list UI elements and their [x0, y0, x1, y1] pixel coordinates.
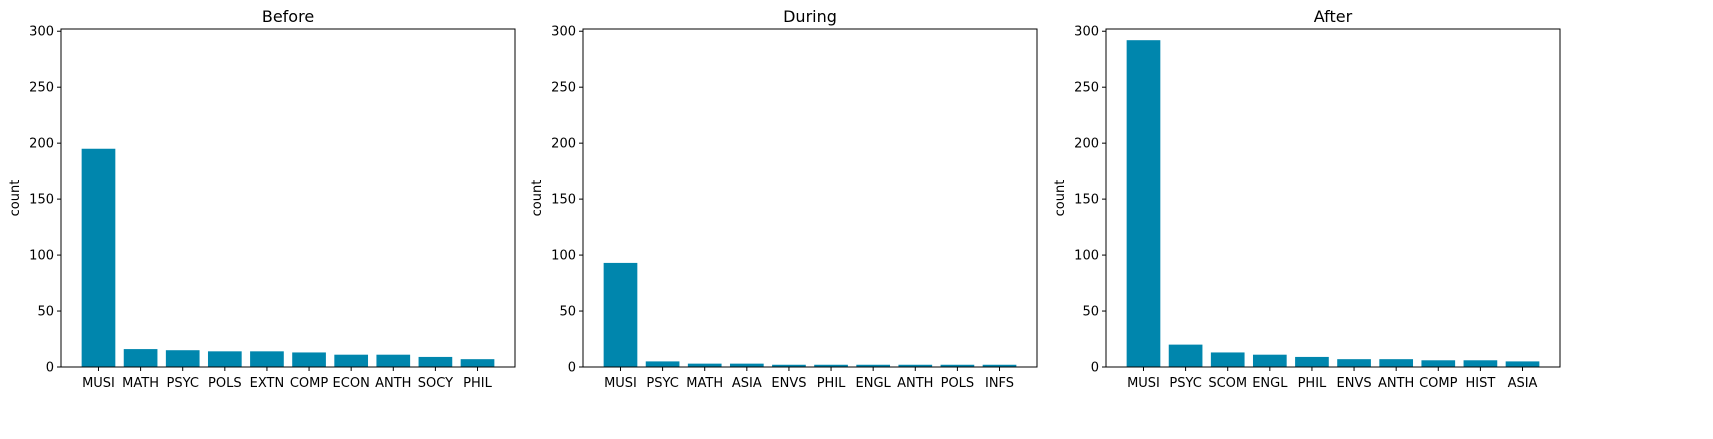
x-tick-label: MATH: [686, 376, 723, 391]
x-tick-label: POLS: [208, 376, 242, 391]
y-tick-label: 150: [551, 193, 576, 208]
y-tick-label: 300: [29, 25, 54, 40]
bar-extn: [250, 351, 284, 367]
axes-frame: [1105, 28, 1561, 368]
bar-engl: [1252, 354, 1287, 367]
y-axis-label: count: [530, 180, 545, 217]
y-axis-label: count: [1053, 180, 1068, 217]
bar-econ: [334, 354, 369, 367]
x-tick-label: ANTH: [1378, 376, 1414, 391]
bar-asia: [729, 363, 764, 367]
bar-pols: [207, 351, 242, 367]
y-tick-label: 250: [29, 81, 54, 96]
x-tick-label: ASIA: [1508, 376, 1538, 391]
y-tick-label: 250: [1074, 81, 1099, 96]
x-tick-label: ANTH: [897, 376, 933, 391]
x-tick-label: COMP: [1419, 376, 1458, 391]
x-tick-label: PHIL: [1298, 376, 1327, 391]
x-tick-label: ENGL: [856, 376, 892, 391]
bar-envs: [772, 364, 806, 367]
x-tick-label: ENVS: [771, 376, 806, 391]
bar-psyc: [1168, 344, 1203, 367]
x-tick-label: ASIA: [732, 376, 762, 391]
x-tick-label: PSYC: [167, 376, 199, 391]
y-tick-label: 200: [29, 137, 54, 152]
chart-panel-1: 0 50 100 150 200 250 300 MUSI MATH PSYC POLS EXTN CO…: [8, 7, 516, 391]
y-tick-label: 100: [551, 249, 576, 264]
x-tick-label: COMP: [290, 376, 329, 391]
bar-math: [123, 349, 158, 367]
bar-psyc: [165, 350, 200, 367]
bar-comp: [292, 352, 326, 367]
axes-frame: [582, 28, 1038, 368]
bar-musi: [1126, 40, 1161, 367]
bar-asia: [1505, 361, 1540, 367]
chart-panel-3: 0 50 100 150 200 250 300 MUSI PSYC SCOM ENGL PHIL EN…: [1053, 7, 1561, 391]
y-tick-label: 50: [1082, 305, 1099, 320]
x-tick-label: MUSI: [82, 376, 115, 391]
x-tick-label: POLS: [941, 376, 975, 391]
y-tick-label: 0: [46, 361, 54, 376]
x-tick-label: SOCY: [418, 376, 453, 391]
y-axis-label: count: [8, 180, 23, 217]
y-tick-label: 50: [37, 305, 54, 320]
bar-math: [687, 363, 722, 367]
y-tick-label: 300: [1074, 25, 1099, 40]
bar-infs: [982, 364, 1017, 367]
x-tick-label: ANTH: [375, 376, 411, 391]
x-tick-label: SCOM: [1208, 376, 1247, 391]
y-tick-label: 300: [551, 25, 576, 40]
bar-socy: [418, 356, 453, 367]
y-tick-label: 200: [1074, 137, 1099, 152]
bar-musi: [81, 148, 116, 367]
y-tick-label: 200: [551, 137, 576, 152]
bar-comp: [1421, 360, 1456, 367]
chart-title: During: [783, 7, 837, 26]
bar-phil: [1295, 356, 1329, 367]
bar-musi: [603, 262, 638, 367]
x-tick-label: ENGL: [1252, 376, 1288, 391]
bar-phil: [814, 364, 848, 367]
y-tick-label: 150: [29, 193, 54, 208]
x-tick-label: PSYC: [646, 376, 678, 391]
y-tick-label: 0: [568, 361, 576, 376]
x-tick-label: EXTN: [250, 376, 285, 391]
bar-anth: [898, 364, 933, 367]
x-tick-label: PHIL: [817, 376, 846, 391]
y-tick-label: 0: [1091, 361, 1099, 376]
chart-title: Before: [262, 7, 314, 26]
axes-frame: [60, 28, 516, 368]
bar-envs: [1337, 359, 1371, 367]
x-tick-label: PHIL: [463, 376, 492, 391]
bar-anth: [376, 354, 411, 367]
x-tick-label: MATH: [122, 376, 159, 391]
x-tick-label: ECON: [333, 376, 370, 391]
y-tick-label: 100: [29, 249, 54, 264]
x-tick-label: ENVS: [1337, 376, 1372, 391]
x-tick-label: MUSI: [604, 376, 637, 391]
bar-scom: [1210, 352, 1245, 367]
y-tick-label: 100: [1074, 249, 1099, 264]
bar-anth: [1379, 359, 1414, 367]
bar-phil: [460, 359, 495, 367]
x-tick-label: HIST: [1465, 376, 1495, 391]
chart-panel-2: 0 50 100 150 200 250 300 MUSI PSYC MATH ASIA ENVS PH…: [530, 7, 1038, 391]
y-tick-label: 150: [1074, 193, 1099, 208]
chart-title: After: [1314, 7, 1353, 26]
bar-pols: [940, 364, 975, 367]
x-tick-label: PSYC: [1169, 376, 1201, 391]
y-tick-label: 50: [559, 305, 576, 320]
bar-engl: [856, 364, 891, 367]
y-tick-label: 250: [551, 81, 576, 96]
x-tick-label: MUSI: [1127, 376, 1160, 391]
bar-hist: [1463, 360, 1498, 367]
bar-psyc: [645, 361, 680, 367]
x-tick-label: INFS: [985, 376, 1014, 391]
